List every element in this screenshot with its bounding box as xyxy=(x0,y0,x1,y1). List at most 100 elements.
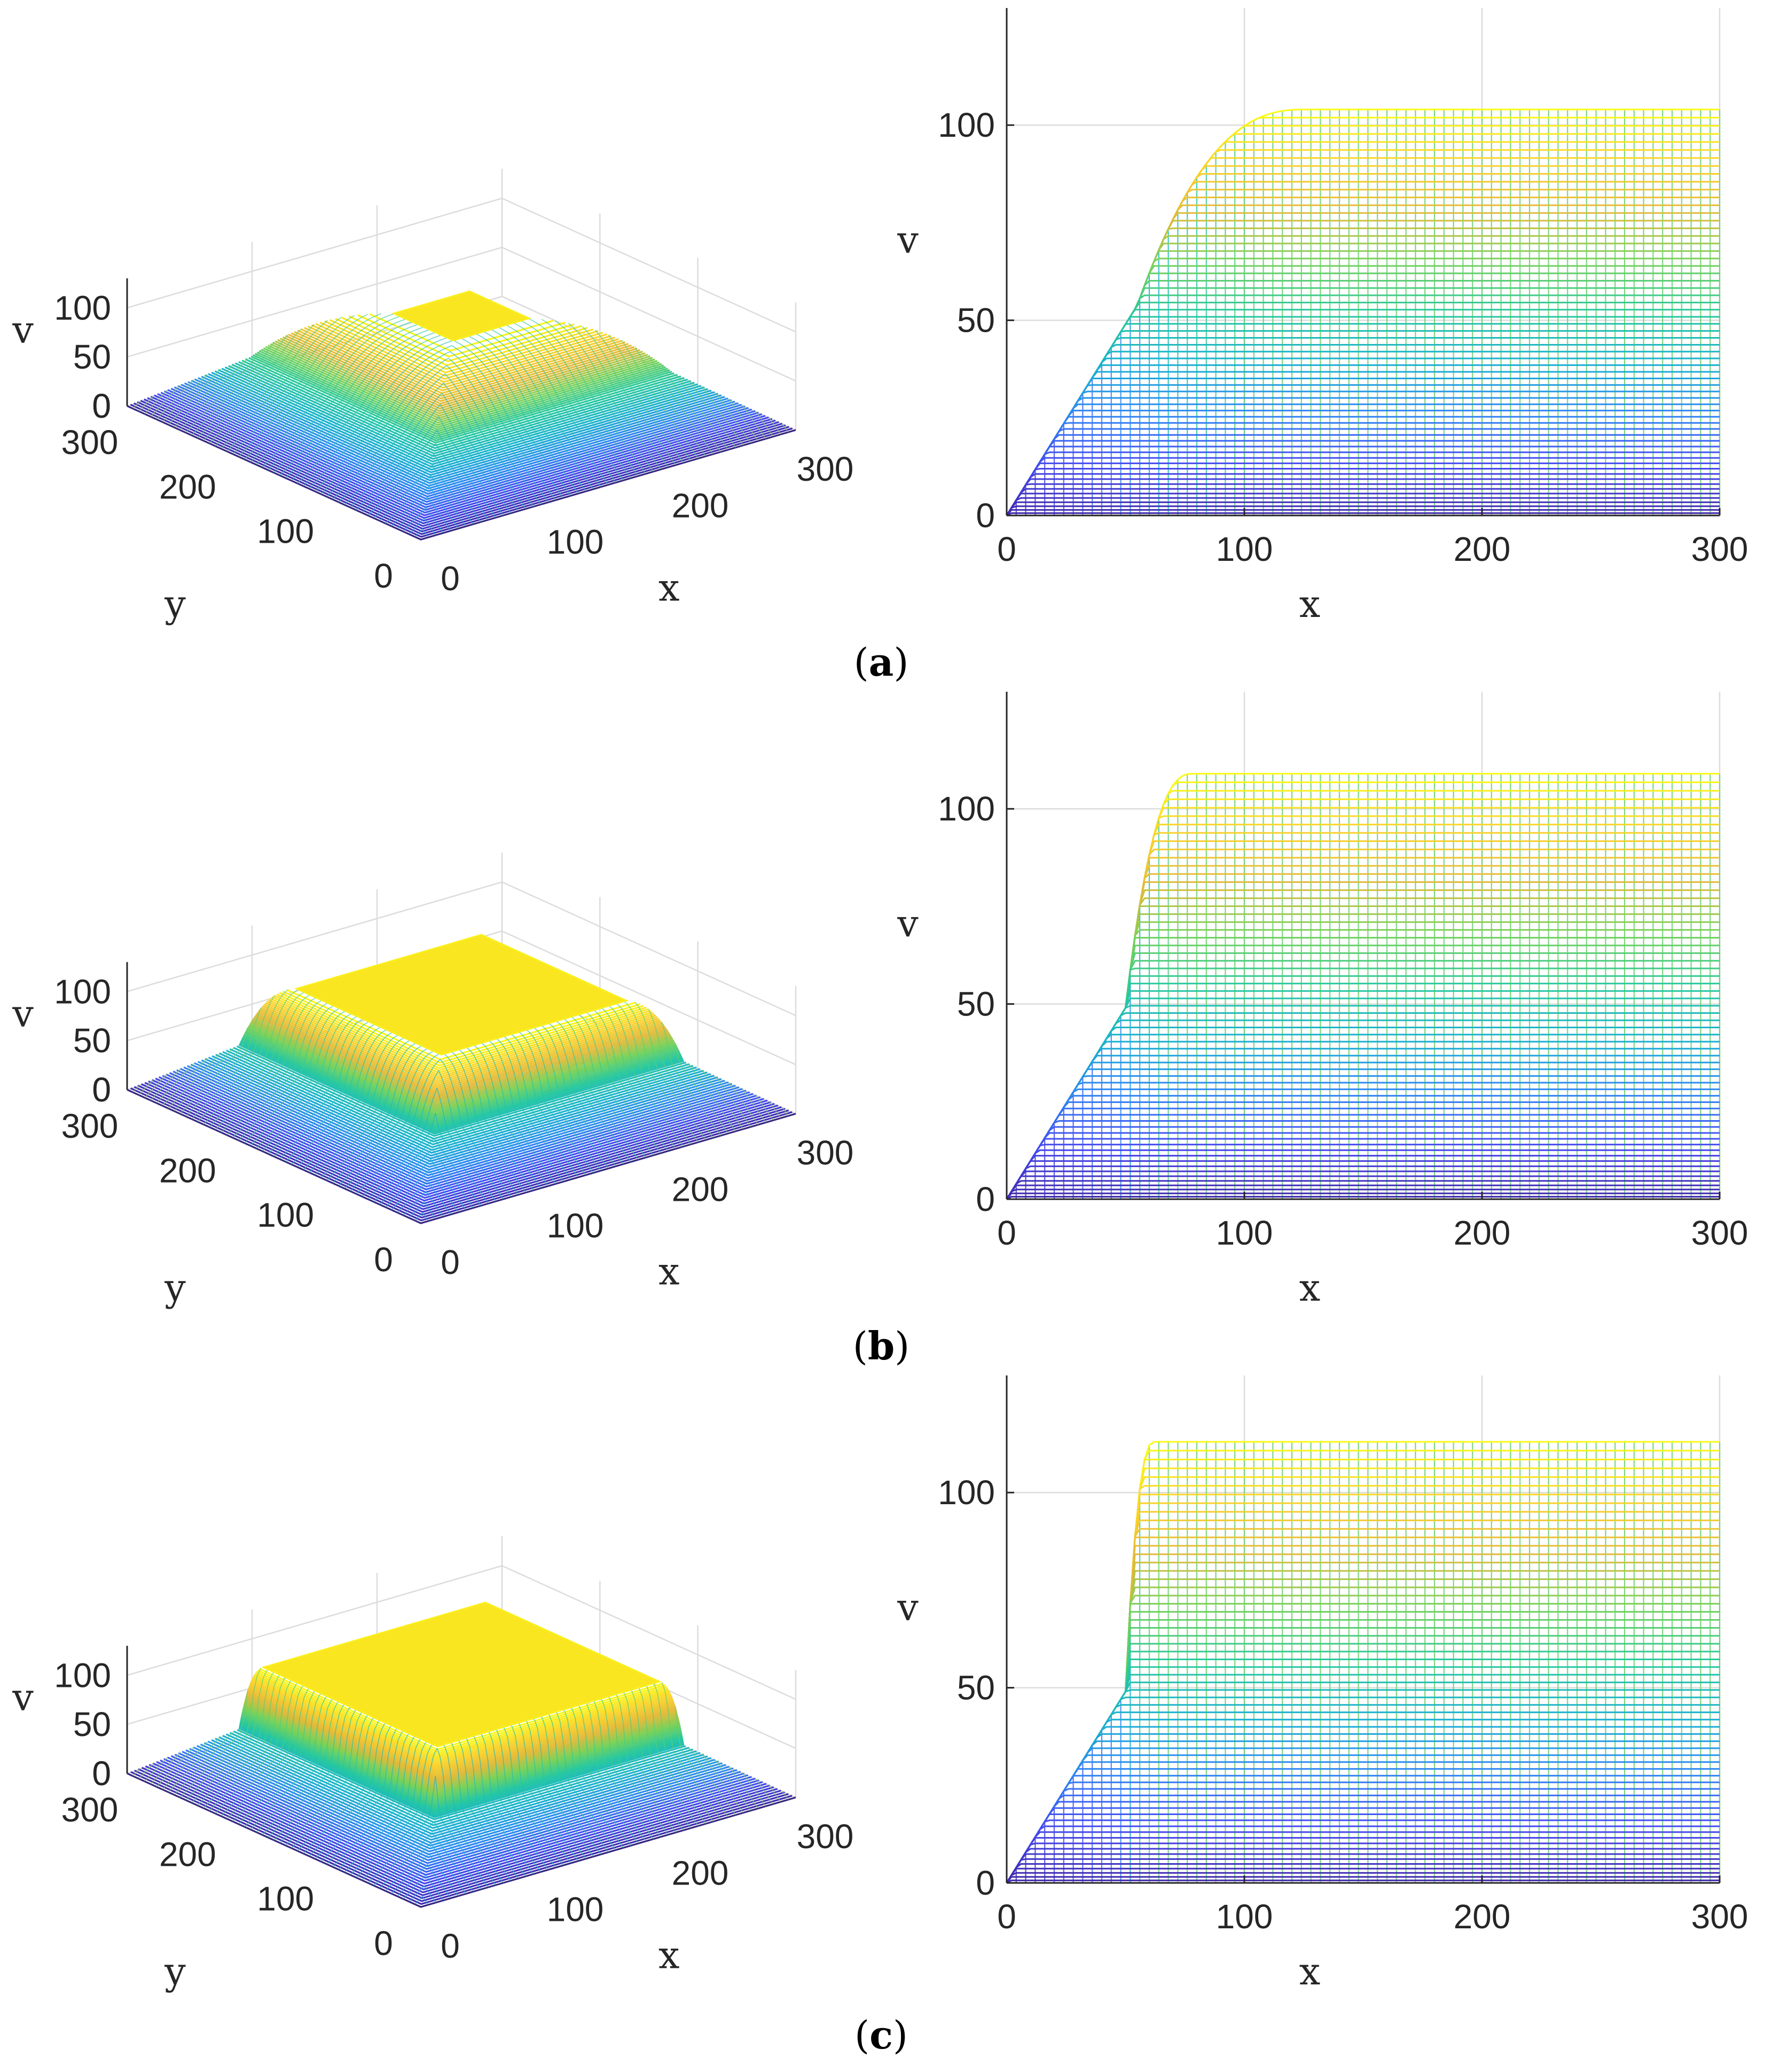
series-line xyxy=(1006,1047,1720,1200)
series-line xyxy=(1006,462,1720,516)
surface-ring xyxy=(273,995,649,1072)
surface-mesh-line xyxy=(581,326,677,466)
surface-ring xyxy=(238,361,685,452)
surface-mesh-line xyxy=(303,340,454,487)
surface-mesh xyxy=(127,290,796,541)
series-line xyxy=(1006,1126,1720,1200)
surface-mesh-line xyxy=(432,1148,474,1208)
series-line xyxy=(1006,505,1720,516)
surface-ring xyxy=(237,1729,686,1820)
series-line xyxy=(1006,1842,1720,1883)
surface-mesh-line xyxy=(769,1785,781,1802)
x-tick-label: 300 xyxy=(1691,1897,1748,1936)
surface-mesh-line xyxy=(391,1169,429,1210)
surface-mesh-line xyxy=(367,1113,436,1200)
surface-mesh-line xyxy=(162,1741,208,1790)
surface-mesh-line xyxy=(422,1212,429,1222)
surface-mesh-line xyxy=(144,1757,168,1782)
surface-ring xyxy=(291,332,632,402)
surface-top xyxy=(391,290,531,342)
surface-mesh-line xyxy=(424,1885,436,1903)
surface-ring xyxy=(231,363,692,457)
series-line xyxy=(1006,1061,1720,1200)
surface-mesh-line xyxy=(291,330,457,481)
surface-mesh-line xyxy=(197,1668,288,1806)
series-line xyxy=(1006,1041,1720,1200)
series-line xyxy=(1006,1819,1720,1883)
surface-mesh-line xyxy=(514,317,639,476)
surface-mesh-line xyxy=(409,1885,425,1902)
series-line xyxy=(1006,1149,1720,1200)
series-line xyxy=(1006,1170,1720,1200)
z-tick-label: 50 xyxy=(73,1021,111,1060)
surface-mesh-line xyxy=(409,1201,425,1218)
surface-ring xyxy=(251,1020,672,1106)
x-tick-label: 300 xyxy=(797,1133,854,1172)
surface-mesh-line xyxy=(297,335,456,484)
surface-ring xyxy=(205,1058,718,1162)
surface-ring xyxy=(194,1062,729,1171)
x-tick-label: 200 xyxy=(672,1170,729,1208)
series-line xyxy=(1006,1189,1720,1200)
surface-mesh-line xyxy=(648,1008,714,1138)
panel-label-b: (b) xyxy=(853,1323,910,1369)
surface-mesh-line xyxy=(661,1022,722,1136)
z-tick-label: 0 xyxy=(92,1070,111,1109)
panel-label-c: (c) xyxy=(854,2012,908,2058)
x-axis-line xyxy=(420,1796,796,1908)
series-line xyxy=(1006,1754,1720,1883)
surface-ring xyxy=(239,1042,684,1133)
surface-mesh-line xyxy=(373,1138,434,1202)
surface-ring xyxy=(148,1080,775,1208)
y-tick-label: 100 xyxy=(938,106,995,144)
surface-ring xyxy=(208,1057,715,1160)
y-axis-line xyxy=(127,1089,421,1224)
x-tick-label: 0 xyxy=(441,1243,460,1281)
surface-mesh-line xyxy=(414,1896,423,1905)
series-line xyxy=(1006,1813,1720,1883)
series-line xyxy=(1006,1774,1720,1883)
surface-mesh-line xyxy=(262,314,435,468)
series-line xyxy=(1006,1837,1720,1883)
surface-ring xyxy=(238,1726,684,1817)
surface-ring xyxy=(156,1761,767,1885)
surface-mesh-line xyxy=(191,1667,275,1803)
series-line xyxy=(1006,478,1720,516)
z-tick-label: 50 xyxy=(73,1705,111,1743)
y-axis-line xyxy=(127,405,421,541)
surface-mesh-line xyxy=(424,518,436,536)
side-plot-a: 0 100 200 300 0 50 100 x v xyxy=(897,8,1748,626)
surface-mesh-line xyxy=(454,335,579,494)
surface-mesh-line xyxy=(422,528,429,538)
surface-ring xyxy=(184,382,739,495)
surface-ring xyxy=(241,1711,681,1802)
x-tick-label: 300 xyxy=(1691,1214,1748,1252)
surface-mesh-line xyxy=(226,315,355,452)
surface-ring xyxy=(270,343,653,421)
surface-mesh-line xyxy=(221,317,342,449)
surface-ring xyxy=(242,1036,681,1126)
x-tick-label: 0 xyxy=(997,1897,1016,1936)
surface-mesh-line xyxy=(215,320,328,447)
surface-mesh-line xyxy=(755,1778,774,1804)
surface-ring xyxy=(253,1676,670,1761)
surface-mesh-line xyxy=(215,989,328,1130)
series-lines xyxy=(1006,1441,1721,1884)
surface-mesh-line xyxy=(309,345,452,489)
series-line xyxy=(1006,1696,1720,1883)
series-line xyxy=(1006,1848,1720,1883)
z-tick-label: 0 xyxy=(92,1754,111,1793)
surface-mesh-line xyxy=(634,347,707,457)
surface-ring xyxy=(214,370,708,471)
surface-mesh-line xyxy=(379,1148,433,1205)
surface-mesh-line xyxy=(209,989,315,1128)
surface-ring xyxy=(246,1029,677,1117)
surface-ring xyxy=(256,1671,667,1755)
series-line xyxy=(1006,1801,1720,1883)
surface-ring xyxy=(226,1050,697,1146)
z-axis-label: v xyxy=(12,1676,34,1719)
x-tick-label: 300 xyxy=(797,1817,854,1856)
series-line xyxy=(1006,1761,1720,1883)
surface-ring xyxy=(225,1733,697,1829)
